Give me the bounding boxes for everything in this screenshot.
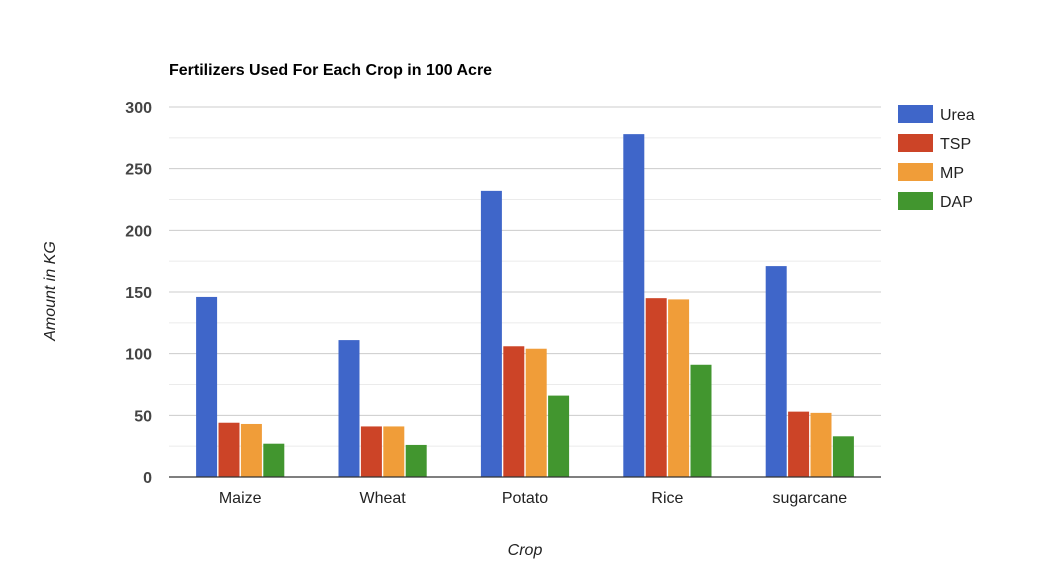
- y-tick-label: 50: [134, 408, 152, 425]
- bar-tsp-potato: [503, 346, 525, 477]
- x-tick-label: Potato: [502, 490, 548, 507]
- bar-dap-potato: [548, 395, 570, 477]
- x-tick-label: sugarcane: [772, 490, 847, 507]
- x-tick-label: Maize: [219, 490, 262, 507]
- legend-label-urea: Urea: [940, 107, 975, 124]
- chart-title: Fertilizers Used For Each Crop in 100 Ac…: [169, 62, 492, 79]
- y-tick-label: 200: [125, 223, 152, 240]
- legend-swatch-dap: [898, 192, 933, 210]
- bar-urea-rice: [623, 134, 645, 477]
- bar-dap-sugarcane: [832, 436, 854, 477]
- bar-mp-maize: [240, 423, 262, 477]
- x-axis-ticks: Maize Wheat Potato Rice sugarcane: [219, 490, 847, 507]
- x-tick-label: Rice: [651, 490, 683, 507]
- legend: Urea TSP MP DAP: [898, 105, 975, 211]
- legend-label-tsp: TSP: [940, 136, 971, 153]
- bar-tsp-wheat: [360, 426, 382, 477]
- bar-dap-wheat: [405, 444, 427, 477]
- y-axis-label: Amount in KG: [42, 241, 59, 342]
- bar-urea-maize: [196, 296, 218, 477]
- y-axis-ticks: 0 50 100 150 200 250 300: [125, 100, 152, 487]
- y-tick-label: 0: [143, 470, 152, 487]
- bar-mp-potato: [525, 348, 547, 477]
- bars: [196, 134, 854, 477]
- legend-swatch-mp: [898, 163, 933, 181]
- bar-mp-wheat: [383, 426, 405, 477]
- bar-urea-potato: [480, 190, 502, 477]
- gridlines: [169, 106, 881, 447]
- bar-dap-rice: [690, 364, 712, 477]
- y-tick-label: 250: [125, 162, 152, 179]
- y-tick-label: 300: [125, 100, 152, 117]
- legend-swatch-urea: [898, 105, 933, 123]
- legend-label-mp: MP: [940, 165, 964, 182]
- bar-mp-rice: [668, 299, 690, 477]
- bar-urea-sugarcane: [765, 266, 787, 477]
- bar-tsp-sugarcane: [788, 411, 810, 477]
- bar-tsp-rice: [645, 298, 667, 477]
- y-tick-label: 100: [125, 347, 152, 364]
- legend-swatch-tsp: [898, 134, 933, 152]
- bar-tsp-maize: [218, 422, 240, 477]
- legend-label-dap: DAP: [940, 194, 973, 211]
- bar-dap-maize: [263, 443, 285, 477]
- bar-urea-wheat: [338, 340, 360, 477]
- x-tick-label: Wheat: [359, 490, 406, 507]
- bar-mp-sugarcane: [810, 412, 832, 477]
- x-axis-label: Crop: [508, 542, 543, 559]
- y-tick-label: 150: [125, 285, 152, 302]
